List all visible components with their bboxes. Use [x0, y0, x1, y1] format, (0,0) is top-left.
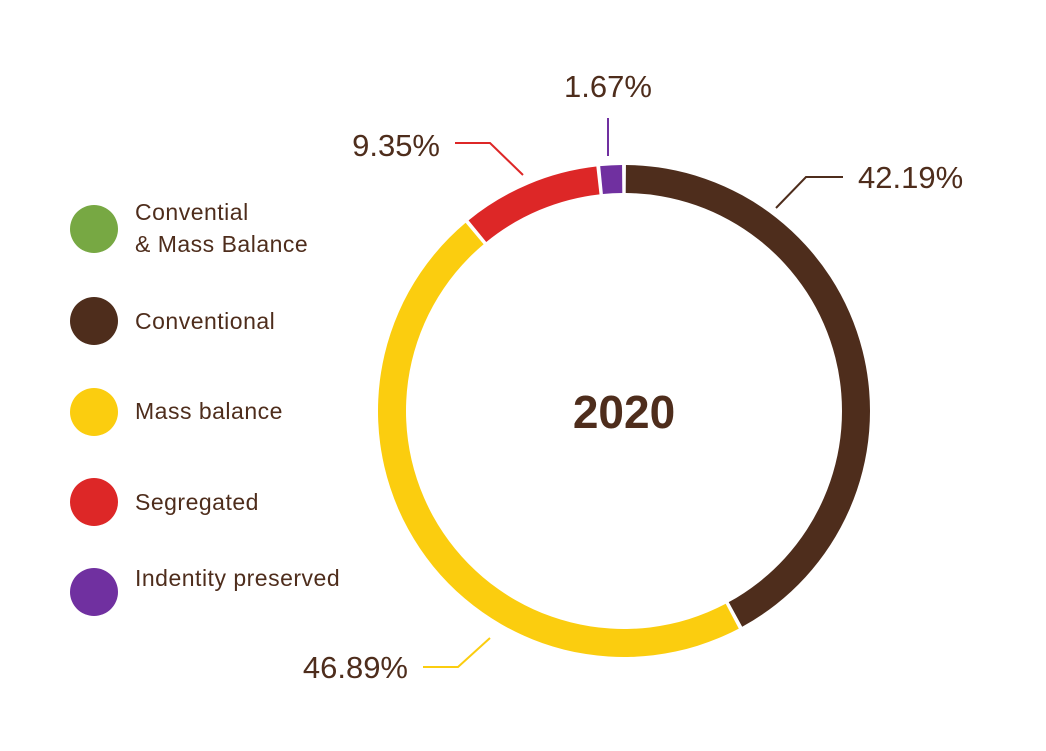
donut-slice-conventional — [625, 165, 870, 627]
leader-lines — [423, 118, 843, 668]
value-label: 1.67% — [564, 69, 652, 104]
value-label: 9.35% — [352, 128, 440, 163]
leader-line — [455, 142, 524, 176]
center-year-label: 2020 — [573, 386, 675, 438]
value-labels: 42.19% 46.89% 9.35% 1.67% — [303, 69, 963, 685]
value-label: 46.89% — [303, 650, 408, 685]
value-label: 42.19% — [858, 160, 963, 195]
donut-slice-segregated — [468, 166, 600, 243]
leader-line — [423, 637, 491, 668]
legend-swatch — [70, 205, 118, 253]
legend-swatch — [70, 297, 118, 345]
legend-label: Segregated — [135, 489, 259, 515]
legend-label: Conventional — [135, 308, 276, 334]
donut-slice-mass-balance — [378, 222, 739, 657]
legend-label: Mass balance — [135, 398, 283, 424]
donut-slices — [378, 165, 870, 657]
donut-slice-indentity-preserved — [600, 165, 623, 195]
leader-line — [775, 176, 843, 209]
legend-swatch — [70, 478, 118, 526]
legend-swatch — [70, 388, 118, 436]
legend-label: Convential & Mass Balance — [135, 199, 309, 257]
legend-swatch — [70, 568, 118, 616]
legend-label: Indentity preserved — [135, 565, 341, 591]
